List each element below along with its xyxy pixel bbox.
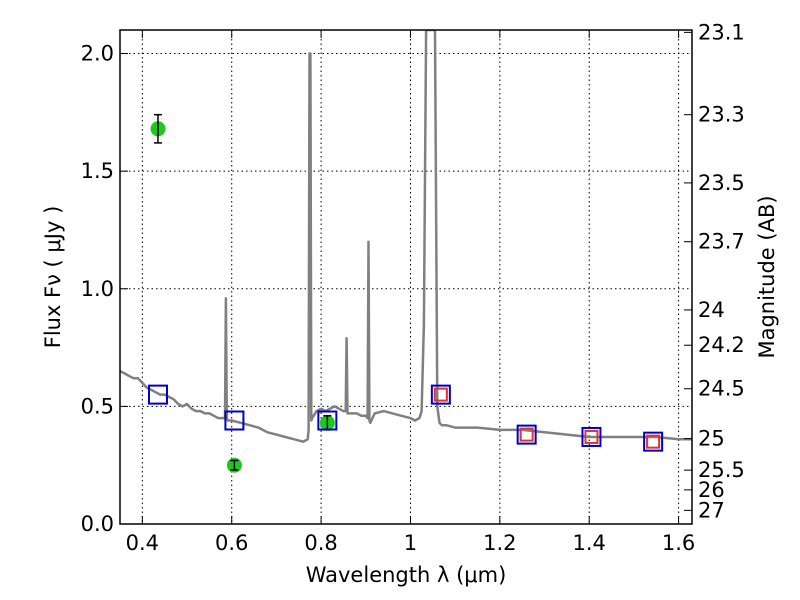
y2-tick-label: 24.5 [698,377,745,401]
plot-frame [119,29,693,525]
model-band-square-red [584,429,599,444]
x-tick-label: 0.8 [304,531,337,555]
model-band-square-blue [224,410,245,431]
y2-axis-label: Magnitude (AB) [755,195,779,358]
y2-tick-label: 23.7 [698,230,745,254]
model-band-square-blue [147,384,168,405]
model-band-square-blue [581,426,602,447]
y-tick-label: 0.0 [81,512,114,536]
y2-tick-label: 23.5 [698,171,745,195]
x-tick-label: 0.6 [215,531,248,555]
model-band-square-blue [317,410,338,431]
x-tick-label: 1.6 [662,531,695,555]
model-spectrum-line [120,30,692,443]
y2-tick-label: 23.3 [698,103,745,127]
x-tick-label: 0.4 [126,531,159,555]
model-band-square-red [519,427,534,442]
y2-tick-label: 25 [698,427,725,451]
model-band-square-red [646,434,661,449]
y2-tick-label: 24.2 [698,333,745,357]
plot-series [120,30,692,473]
y-axis-label: Flux Fν ( μJy ) [41,206,65,349]
y2-tick-label: 23.1 [698,20,745,44]
y2-tick-label: 26 [698,478,725,502]
x-tick-label: 1.2 [483,531,516,555]
x-tick-label: 1 [404,531,417,555]
model-band-square-blue [643,431,664,452]
x-axis-label: Wavelength λ (μm) [306,563,507,587]
y-tick-label: 2.0 [81,42,114,66]
y-tick-label: 1.0 [81,277,114,301]
y-tick-label: 0.5 [81,394,114,418]
model-band-square-blue [430,384,451,405]
y2-tick-label: 27 [698,498,725,522]
y2-tick-label: 25.5 [698,458,745,482]
model-band-square-red [433,387,448,402]
y-tick-label: 1.5 [81,159,114,183]
grid-lines [120,30,692,525]
x-tick-label: 1.4 [573,531,606,555]
model-band-square-blue [516,424,537,445]
y2-tick-label: 24 [698,298,725,322]
axis-ticks: 0.4 0.6 0.8 1 1.2 1.4 1.6 0.0 0.5 1.0 1.5 2.0 23.1 23… [81,20,745,555]
